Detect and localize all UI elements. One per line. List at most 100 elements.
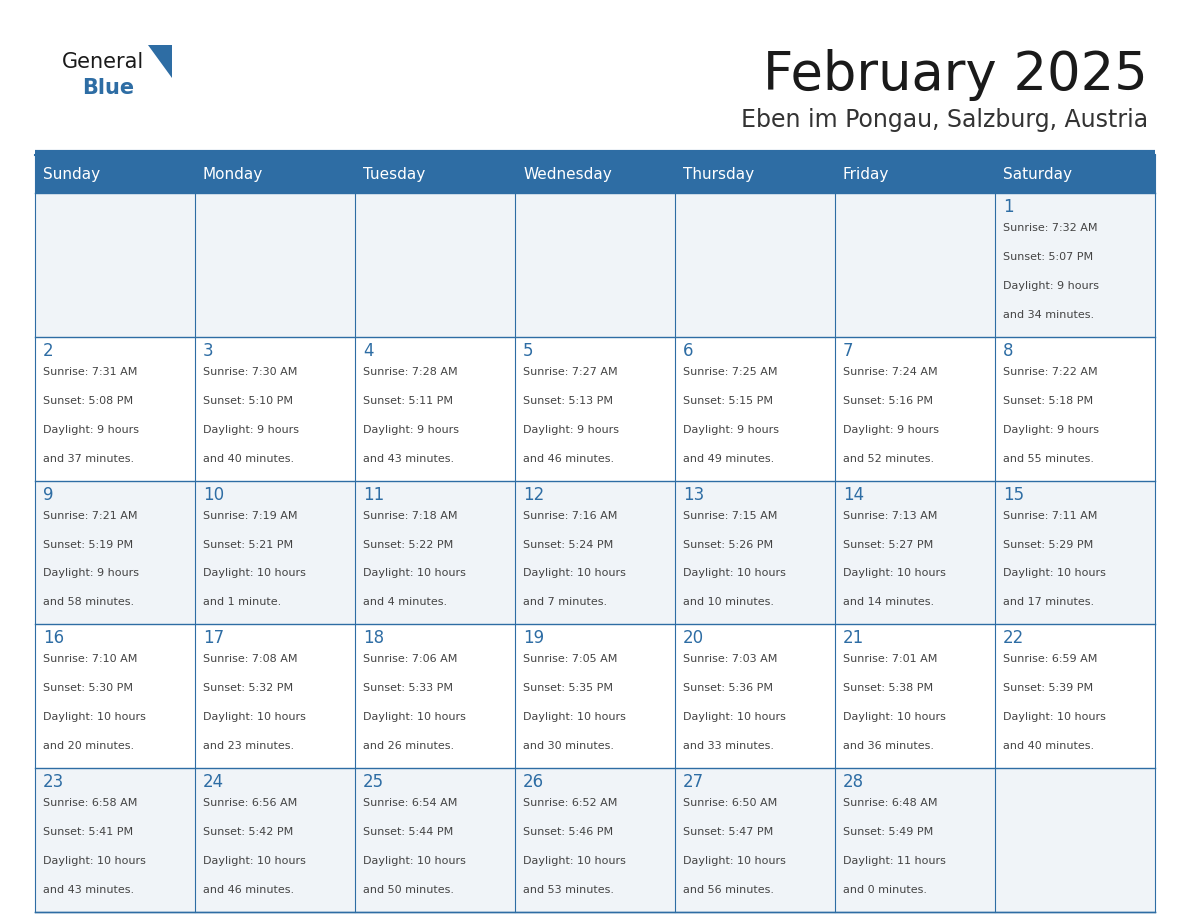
Text: 14: 14 [843,486,864,504]
Text: Sunset: 5:42 PM: Sunset: 5:42 PM [203,827,293,837]
Text: Sunrise: 7:25 AM: Sunrise: 7:25 AM [683,367,777,376]
Text: Sunset: 5:13 PM: Sunset: 5:13 PM [523,396,613,406]
Text: Daylight: 9 hours: Daylight: 9 hours [364,425,459,435]
Text: Daylight: 10 hours: Daylight: 10 hours [364,568,466,578]
Text: Sunrise: 6:56 AM: Sunrise: 6:56 AM [203,798,297,808]
Bar [835,337,996,481]
Text: Sunset: 5:15 PM: Sunset: 5:15 PM [683,396,773,406]
Text: Daylight: 9 hours: Daylight: 9 hours [1003,425,1099,435]
Text: Sunset: 5:16 PM: Sunset: 5:16 PM [843,396,933,406]
Text: and 20 minutes.: and 20 minutes. [43,741,134,751]
Text: and 58 minutes.: and 58 minutes. [43,598,134,608]
Text: Sunset: 5:39 PM: Sunset: 5:39 PM [1003,683,1093,693]
Text: Daylight: 10 hours: Daylight: 10 hours [203,568,305,578]
Text: 6: 6 [683,341,694,360]
Text: Daylight: 10 hours: Daylight: 10 hours [683,712,786,722]
Bar [675,155,835,193]
Text: and 43 minutes.: and 43 minutes. [364,453,454,464]
Text: and 53 minutes.: and 53 minutes. [523,885,614,895]
Text: Daylight: 10 hours: Daylight: 10 hours [683,856,786,866]
Text: 9: 9 [43,486,53,504]
Text: Daylight: 10 hours: Daylight: 10 hours [683,568,786,578]
Text: and 14 minutes.: and 14 minutes. [843,598,934,608]
Text: Sunset: 5:30 PM: Sunset: 5:30 PM [43,683,133,693]
Text: Sunrise: 7:27 AM: Sunrise: 7:27 AM [523,367,618,376]
Text: 20: 20 [683,630,704,647]
Text: Daylight: 10 hours: Daylight: 10 hours [364,856,466,866]
Bar [195,337,355,481]
Text: and 56 minutes.: and 56 minutes. [683,885,775,895]
Text: Daylight: 10 hours: Daylight: 10 hours [364,712,466,722]
Text: 24: 24 [203,773,225,791]
Text: Sunset: 5:26 PM: Sunset: 5:26 PM [683,540,773,550]
Text: and 34 minutes.: and 34 minutes. [1003,310,1094,319]
Text: Sunset: 5:07 PM: Sunset: 5:07 PM [1003,252,1093,262]
Text: Daylight: 9 hours: Daylight: 9 hours [43,568,139,578]
Text: 26: 26 [523,773,544,791]
Bar [675,193,835,337]
Text: 21: 21 [843,630,864,647]
Bar [195,768,355,912]
Text: 5: 5 [523,341,533,360]
Text: Sunset: 5:24 PM: Sunset: 5:24 PM [523,540,613,550]
Text: Daylight: 10 hours: Daylight: 10 hours [523,712,626,722]
Text: Sunset: 5:46 PM: Sunset: 5:46 PM [523,827,613,837]
Text: Sunrise: 7:08 AM: Sunrise: 7:08 AM [203,655,297,665]
Text: and 55 minutes.: and 55 minutes. [1003,453,1094,464]
Text: Sunset: 5:22 PM: Sunset: 5:22 PM [364,540,454,550]
Text: 13: 13 [683,486,704,504]
Text: Daylight: 9 hours: Daylight: 9 hours [203,425,299,435]
Text: Sunrise: 7:16 AM: Sunrise: 7:16 AM [523,510,618,521]
Text: 15: 15 [1003,486,1024,504]
Bar [355,768,516,912]
Bar [835,768,996,912]
Text: 28: 28 [843,773,864,791]
Text: and 33 minutes.: and 33 minutes. [683,741,775,751]
Text: Daylight: 10 hours: Daylight: 10 hours [43,712,146,722]
Text: 7: 7 [843,341,853,360]
Text: Daylight: 9 hours: Daylight: 9 hours [843,425,939,435]
Text: Sunrise: 6:59 AM: Sunrise: 6:59 AM [1003,655,1098,665]
Text: Sunrise: 7:32 AM: Sunrise: 7:32 AM [1003,223,1098,233]
Text: Daylight: 10 hours: Daylight: 10 hours [843,712,946,722]
Text: Sunset: 5:33 PM: Sunset: 5:33 PM [364,683,453,693]
Text: Daylight: 9 hours: Daylight: 9 hours [523,425,619,435]
Text: General: General [62,52,144,72]
Bar [835,155,996,193]
Text: Sunrise: 7:28 AM: Sunrise: 7:28 AM [364,367,457,376]
Bar [355,337,516,481]
Text: and 46 minutes.: and 46 minutes. [523,453,614,464]
Text: 25: 25 [364,773,384,791]
Text: Sunset: 5:11 PM: Sunset: 5:11 PM [364,396,453,406]
Text: Sunset: 5:47 PM: Sunset: 5:47 PM [683,827,773,837]
Bar [34,624,195,768]
Text: Sunrise: 7:24 AM: Sunrise: 7:24 AM [843,367,937,376]
Text: Sunrise: 7:18 AM: Sunrise: 7:18 AM [364,510,457,521]
Bar [195,155,355,193]
Text: Sunset: 5:41 PM: Sunset: 5:41 PM [43,827,133,837]
Text: Sunrise: 7:31 AM: Sunrise: 7:31 AM [43,367,138,376]
Bar [355,155,516,193]
Text: Sunrise: 7:06 AM: Sunrise: 7:06 AM [364,655,457,665]
Bar [835,481,996,624]
Text: Sunrise: 6:58 AM: Sunrise: 6:58 AM [43,798,138,808]
Text: and 49 minutes.: and 49 minutes. [683,453,775,464]
Text: and 40 minutes.: and 40 minutes. [1003,741,1094,751]
Text: Sunrise: 7:13 AM: Sunrise: 7:13 AM [843,510,937,521]
Text: and 40 minutes.: and 40 minutes. [203,453,295,464]
Text: and 1 minute.: and 1 minute. [203,598,282,608]
Text: Sunrise: 7:19 AM: Sunrise: 7:19 AM [203,510,297,521]
Text: Friday: Friday [843,166,890,182]
Text: 2: 2 [43,341,53,360]
Bar [355,481,516,624]
Text: Sunset: 5:27 PM: Sunset: 5:27 PM [843,540,934,550]
Text: Sunset: 5:10 PM: Sunset: 5:10 PM [203,396,293,406]
Bar [675,481,835,624]
Bar [516,481,675,624]
Text: Sunset: 5:49 PM: Sunset: 5:49 PM [843,827,934,837]
Bar [34,337,195,481]
Text: Saturday: Saturday [1003,166,1072,182]
Text: Daylight: 10 hours: Daylight: 10 hours [1003,712,1106,722]
Text: 12: 12 [523,486,544,504]
Text: Sunrise: 6:50 AM: Sunrise: 6:50 AM [683,798,777,808]
